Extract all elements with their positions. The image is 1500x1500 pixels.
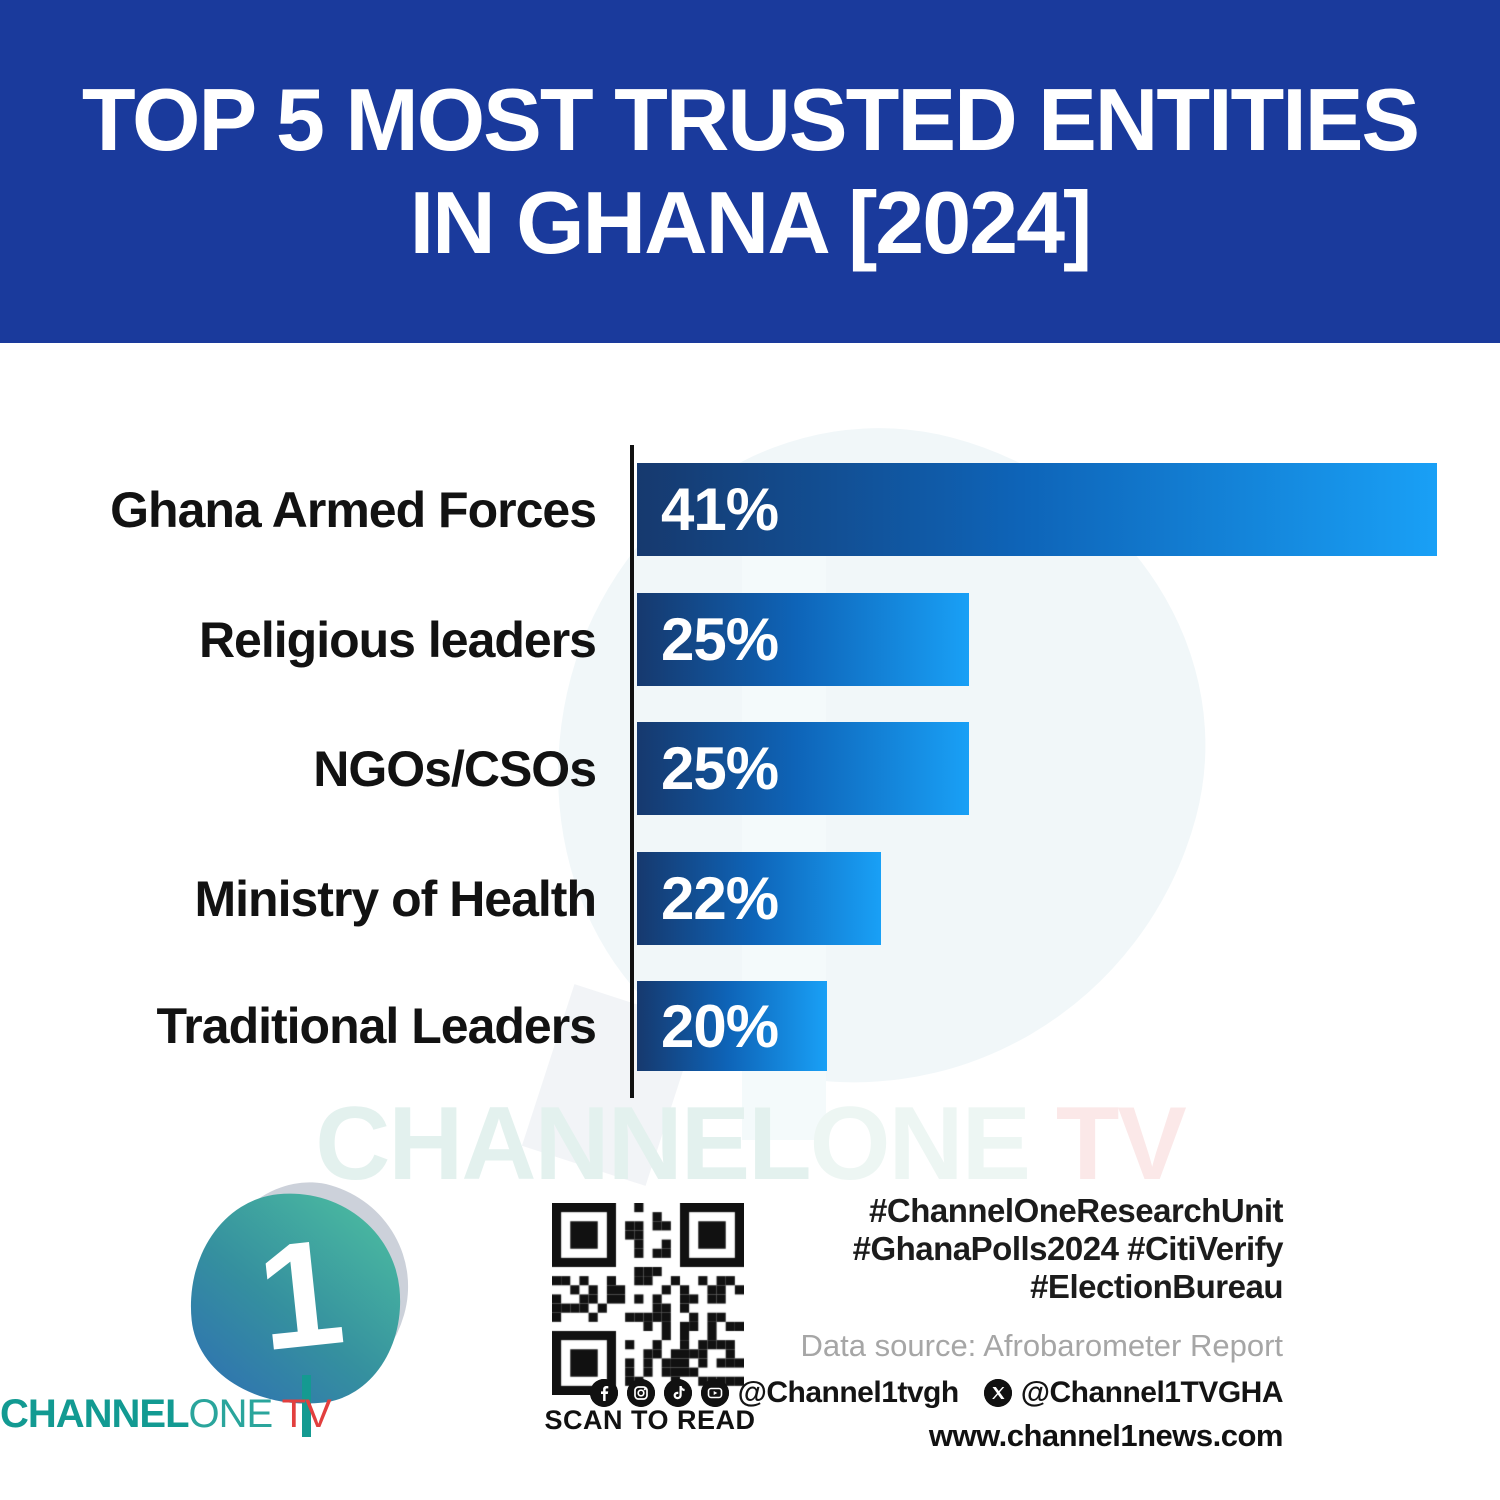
hashtag-line: #ElectionBureau <box>1030 1268 1283 1305</box>
x-icon <box>983 1379 1012 1407</box>
footer-info-block: #ChannelOneResearchUnit #GhanaPolls2024 … <box>589 1192 1284 1454</box>
title-line-2: IN GHANA [2024] <box>409 172 1093 272</box>
category-label: Traditional Leaders <box>156 998 597 1054</box>
category-label: Religious leaders <box>198 611 597 668</box>
title-line-1: TOP 5 MOST TRUSTED ENTITIES <box>81 70 1420 170</box>
social-row: @Channel1tvgh @Channel1TVGHA <box>589 1376 1284 1410</box>
bar-value-label: 20% <box>661 992 779 1060</box>
chart-axis-line <box>630 445 634 1098</box>
website-url: www.channel1news.com <box>928 1418 1284 1453</box>
tiktok-icon <box>663 1379 692 1407</box>
youtube-icon <box>700 1379 729 1407</box>
logo-numeral: 1 <box>250 1206 351 1383</box>
facebook-icon <box>589 1379 618 1407</box>
bar-ghana-armed-forces: 41% <box>637 463 1437 556</box>
social-handle-x: @Channel1TVGHA <box>1020 1376 1284 1409</box>
category-label: NGOs/CSOs <box>313 740 597 797</box>
qr-caption: SCAN TO READ <box>544 1405 756 1435</box>
bar-value-label: 25% <box>661 606 779 673</box>
social-handle-main: @Channel1tvgh <box>737 1376 960 1409</box>
category-label: Ministry of Health <box>194 870 597 927</box>
bar-traditional-leaders: 20% <box>637 981 827 1071</box>
header-banner: TOP 5 MOST TRUSTED ENTITIES IN GHANA [20… <box>0 0 1500 343</box>
bar-value-label: 25% <box>661 735 779 802</box>
bar-religious-leaders: 25% <box>637 593 969 686</box>
bar-value-label: 22% <box>661 865 779 932</box>
category-label: Ghana Armed Forces <box>110 481 597 538</box>
bar-value-label: 41% <box>661 476 779 543</box>
bar-ngos-csos: 25% <box>637 722 969 815</box>
data-source-note: Data source: Afrobarometer Report <box>800 1328 1283 1363</box>
hashtag-line: #GhanaPolls2024 #CitiVerify <box>852 1230 1284 1267</box>
hashtag-line: #ChannelOneResearchUnit <box>869 1192 1283 1229</box>
bar-ministry-of-health: 22% <box>637 852 881 945</box>
instagram-icon <box>626 1379 655 1407</box>
logo-numeral-stem <box>302 1375 311 1437</box>
logo-wordmark: CHANNELONE TV <box>0 1392 332 1436</box>
watermark-wordmark: CHANNELONE TV <box>315 1086 1187 1202</box>
channel-one-logo: 1 <box>150 1159 440 1437</box>
qr-code <box>552 1203 744 1395</box>
page-title: TOP 5 MOST TRUSTED ENTITIES IN GHANA [20… <box>81 69 1420 273</box>
